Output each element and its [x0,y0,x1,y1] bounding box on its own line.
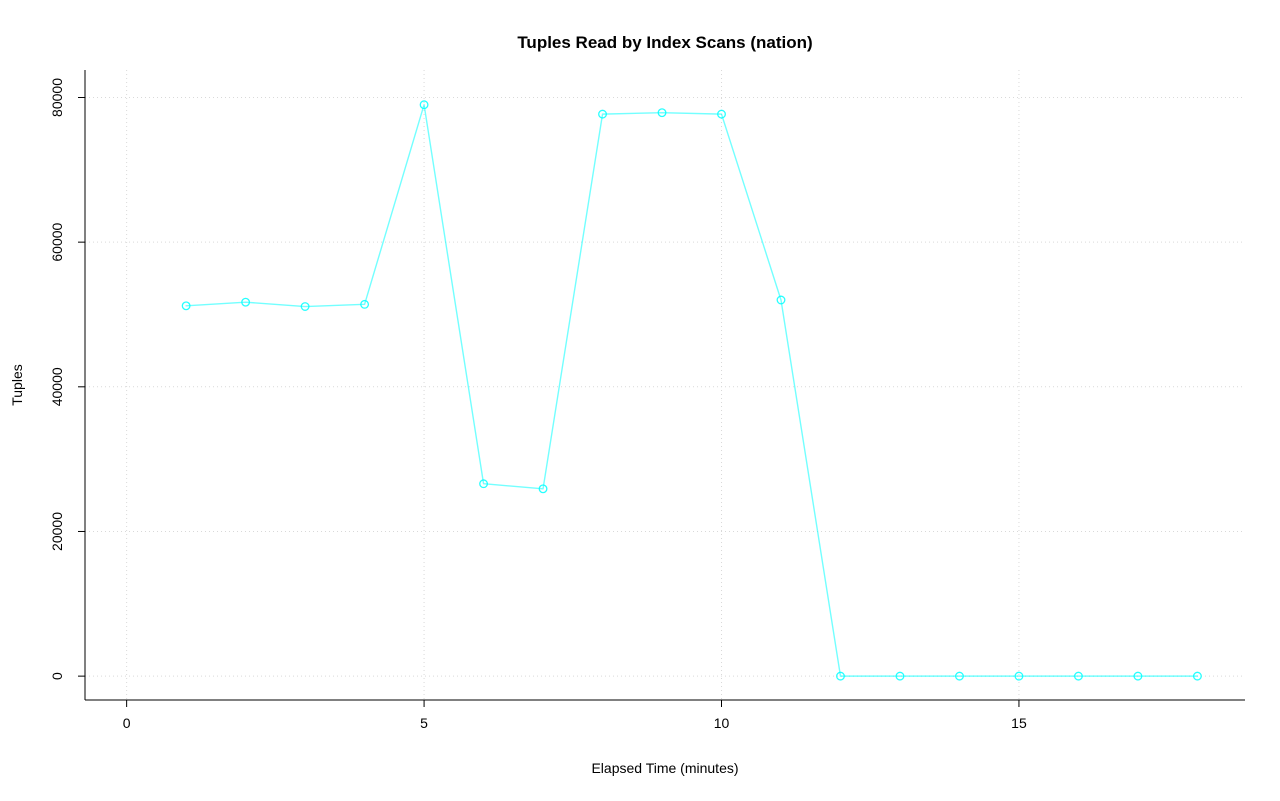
data-point-marker [955,671,964,681]
data-point-marker [836,671,845,681]
series-line [185,104,1199,677]
y-tick-label: 0 [49,672,65,680]
data-point-marker [419,100,429,110]
data-point-marker [241,297,251,307]
data-point-marker [300,302,310,311]
y-tick-label: 20000 [49,512,65,551]
x-tick-label: 10 [714,715,730,731]
data-point-marker [538,484,548,494]
x-axis-label: Elapsed Time (minutes) [591,760,738,776]
y-axis-label: Tuples [9,364,25,406]
data-point-marker [1192,671,1202,681]
data-point-marker [360,299,370,309]
chart-title: Tuples Read by Index Scans (nation) [517,33,812,52]
y-tick-label: 80000 [49,78,65,117]
data-point-marker [895,671,905,681]
data-series [181,100,1202,681]
data-point-marker [1073,671,1083,681]
data-point-marker [776,295,786,305]
axes [78,70,1245,707]
data-point-marker [598,109,607,119]
y-tick-label: 40000 [49,367,65,406]
data-point-marker [1014,671,1024,681]
data-point-marker [181,301,191,311]
x-tick-label: 0 [123,715,131,731]
data-point-marker [657,108,667,118]
x-tick-label: 5 [420,715,428,731]
x-tick-label: 15 [1011,715,1027,731]
data-point-marker [717,109,726,119]
tick-labels: 0 20000 40000 60000 80000 0 5 10 15 [49,78,1027,731]
data-point-marker [479,479,489,489]
gridlines [85,70,1245,700]
data-point-marker [1133,671,1143,681]
y-tick-label: 60000 [49,222,65,261]
